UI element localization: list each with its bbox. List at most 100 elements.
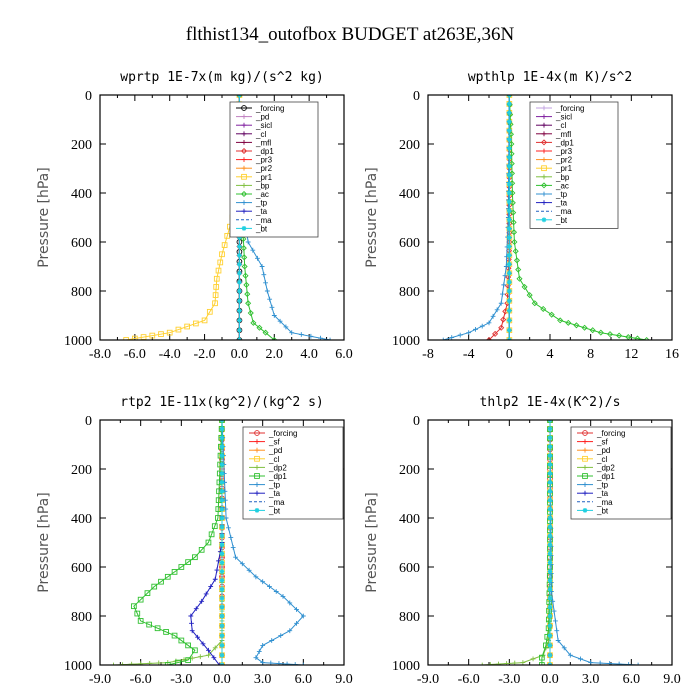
- data-point: [203, 591, 209, 597]
- data-point: [185, 559, 191, 565]
- data-point: [195, 634, 200, 640]
- legend: _forcing_pd_sicl_cl_mfl_dp1_pr3_pr2_pr1_…: [229, 101, 319, 238]
- series-line-ac: [508, 95, 647, 340]
- data-point: [510, 209, 517, 216]
- data-point: [212, 576, 218, 582]
- data-point: [200, 641, 206, 647]
- data-point: [506, 146, 512, 151]
- data-point: [215, 267, 222, 274]
- x-tick-label: -6.0: [124, 347, 146, 362]
- data-point: [561, 645, 567, 651]
- legend-label: _bp: [255, 181, 270, 190]
- data-point: [245, 239, 251, 245]
- legend-marker: [240, 190, 248, 198]
- data-point: [496, 661, 501, 665]
- data-point: [547, 453, 553, 459]
- data-point: [233, 554, 238, 560]
- data-point: [547, 444, 553, 450]
- legend-label: _ta: [555, 199, 568, 208]
- data-point: [237, 318, 242, 323]
- x-tick-label: 3.0: [582, 672, 600, 687]
- data-point: [547, 524, 553, 530]
- legend-marker: [541, 191, 547, 197]
- data-point: [494, 307, 500, 313]
- data-point: [237, 244, 242, 249]
- data-point: [237, 288, 242, 294]
- legend-marker: [541, 157, 547, 162]
- series-group: [479, 420, 641, 665]
- data-point: [547, 643, 553, 648]
- panel-title: thlp2 1E-4x(K^2)/s: [480, 395, 621, 410]
- data-point: [531, 300, 538, 307]
- data-point: [547, 633, 553, 638]
- data-point: [219, 560, 225, 565]
- x-tick-label: 12: [624, 347, 638, 362]
- data-point: [506, 217, 512, 223]
- data-point: [219, 435, 225, 441]
- data-point: [271, 336, 278, 340]
- data-point: [506, 226, 512, 232]
- legend-label: _ta: [255, 207, 268, 216]
- legend-marker: [241, 140, 247, 145]
- legend-label: _pd: [268, 446, 282, 455]
- data-point: [178, 637, 185, 644]
- data-point: [237, 261, 242, 267]
- data-point: [178, 564, 185, 570]
- data-point: [189, 620, 194, 626]
- data-point: [197, 654, 203, 660]
- data-point: [300, 613, 306, 619]
- legend-label: _pr1: [555, 164, 573, 173]
- data-point: [134, 610, 141, 617]
- plot-frame: [99, 419, 345, 666]
- data-point: [567, 652, 573, 658]
- data-point: [216, 558, 222, 564]
- legend-label: _cl: [555, 121, 566, 130]
- legend: _forcing_sf_pd_cl_dp2_dp1_tp_ta_ma_bt: [242, 426, 344, 520]
- data-point: [506, 110, 512, 116]
- legend-marker: [582, 430, 588, 436]
- y-axis-label: Pressure [hPa]: [364, 492, 380, 592]
- legend-marker: [241, 173, 247, 180]
- legend-marker: [241, 131, 247, 137]
- data-point: [551, 608, 557, 614]
- x-tick-label: 0.0: [231, 347, 249, 362]
- data-point: [506, 199, 512, 205]
- legend-marker: [254, 430, 260, 436]
- legend-label: _cl: [255, 130, 266, 139]
- data-point: [506, 308, 512, 313]
- data-point: [506, 119, 512, 125]
- data-point: [479, 662, 485, 665]
- legend-label: _forcing: [255, 104, 284, 113]
- data-point: [245, 300, 252, 307]
- data-point: [294, 620, 299, 626]
- data-point: [506, 181, 512, 187]
- data-point: [175, 326, 182, 333]
- data-point: [486, 320, 492, 326]
- data-point: [219, 595, 225, 601]
- data-point: [547, 595, 553, 601]
- data-point: [547, 613, 553, 619]
- data-point: [253, 655, 259, 661]
- data-point: [261, 272, 267, 278]
- data-point: [547, 435, 553, 441]
- data-point: [219, 613, 225, 619]
- panel-title: rtp2 1E-11x(kg^2)/(kg^2 s): [120, 395, 324, 410]
- data-point: [597, 329, 604, 336]
- legend-label: _dp2: [268, 463, 287, 472]
- x-tick-label: -9.0: [89, 672, 111, 687]
- panel-wprtp: wprtp 1E-7x(m kg)/(s^2 kg) Pressure [hPa…: [36, 70, 353, 362]
- series-group: [440, 95, 650, 340]
- data-point: [219, 497, 225, 503]
- data-point: [226, 525, 231, 531]
- legend-marker: [241, 165, 247, 171]
- data-point: [634, 335, 641, 340]
- data-point: [129, 661, 135, 665]
- data-point: [185, 642, 191, 649]
- y-axis-label: Pressure [hPa]: [36, 167, 52, 267]
- y-tick-label: 1000: [392, 334, 420, 349]
- data-point: [510, 219, 517, 226]
- legend-label: _forcing: [268, 429, 297, 438]
- data-point: [479, 323, 485, 329]
- legend-label: _tp: [555, 190, 568, 199]
- legend-label: _ma: [596, 498, 613, 507]
